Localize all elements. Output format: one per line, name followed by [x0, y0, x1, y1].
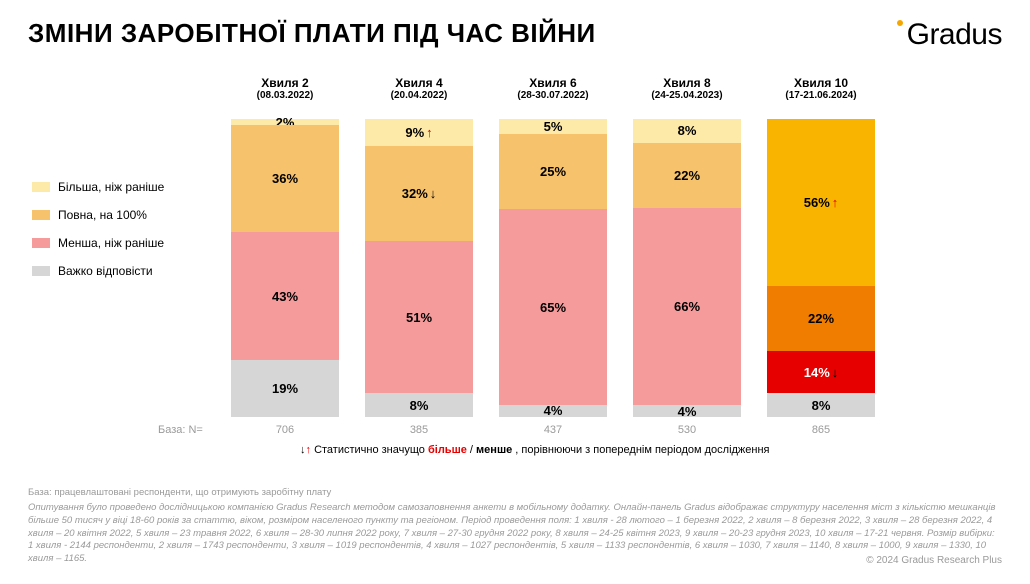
- bar-segment: 9%↑: [365, 119, 473, 146]
- legend-item: Більша, ніж раніше: [32, 180, 212, 194]
- bar-segment: 19%: [231, 360, 339, 417]
- chart-column: Хвиля 2(08.03.2022)2%36%43%19%: [230, 76, 340, 418]
- column-header: Хвиля 2(08.03.2022): [257, 76, 314, 112]
- segment-label: 4%: [678, 404, 697, 419]
- bar-segment: 43%: [231, 232, 339, 360]
- bar-segment: 8%: [365, 393, 473, 417]
- base-value: 437: [498, 424, 608, 436]
- legend-swatch: [32, 182, 50, 192]
- legend: Більша, ніж раніше Повна, на 100% Менша, н…: [32, 180, 212, 292]
- stacked-bar: 2%36%43%19%: [230, 118, 340, 418]
- copyright: © 2024 Gradus Research Plus: [866, 555, 1002, 566]
- legend-label: Більша, ніж раніше: [58, 180, 164, 194]
- column-title: Хвиля 6: [517, 76, 588, 90]
- segment-label: 14%: [804, 365, 830, 380]
- column-title: Хвиля 2: [257, 76, 314, 90]
- base-row: 706 385 437 530 865: [230, 424, 950, 436]
- legend-label: Повна, на 100%: [58, 208, 147, 222]
- arrow-down-icon: ↓: [832, 365, 839, 380]
- column-subtitle: (24-25.04.2023): [651, 90, 722, 101]
- arrow-down-icon: ↓: [430, 186, 437, 201]
- segment-label: 25%: [540, 164, 566, 179]
- column-title: Хвиля 10: [785, 76, 856, 90]
- bar-segment: 22%: [767, 286, 875, 352]
- segment-label: 4%: [544, 403, 563, 418]
- footer: База: працевлаштовані респонденти, що от…: [28, 487, 1002, 566]
- arrow-up-icon: ↑: [832, 195, 839, 210]
- column-header: Хвиля 10(17-21.06.2024): [785, 76, 856, 112]
- column-title: Хвиля 8: [651, 76, 722, 90]
- logo-dot-icon: [897, 20, 903, 26]
- legend-label: Менша, ніж раніше: [58, 236, 164, 250]
- bar-segment: 66%: [633, 208, 741, 405]
- stacked-bar: 5% 25% 65% 4%: [498, 118, 608, 418]
- footer-base-line: База: працевлаштовані респонденти, що от…: [28, 487, 1002, 500]
- column-subtitle: (08.03.2022): [257, 90, 314, 101]
- bar-segment: 56%↑: [767, 119, 875, 286]
- legend-item: Повна, на 100%: [32, 208, 212, 222]
- segment-label: 22%: [674, 168, 700, 183]
- page-title: ЗМІНИ ЗАРОБІТНОЇ ПЛАТИ ПІД ЧАС ВІЙНИ: [28, 18, 596, 49]
- chart-column: Хвиля 8(24-25.04.2023) 8% 22% 66% 4%: [632, 76, 742, 418]
- segment-label: 51%: [406, 310, 432, 325]
- segment-label: 43%: [272, 289, 298, 304]
- legend-label: Важко відповісти: [58, 264, 153, 278]
- segment-label: 32%: [402, 186, 428, 201]
- column-header: Хвиля 6(28-30.07.2022): [517, 76, 588, 112]
- chart-column: Хвиля 4(20.04.2022)9%↑32%↓51%8%: [364, 76, 474, 418]
- bar-segment: 8%: [767, 393, 875, 417]
- arrow-up-icon: ↑: [306, 444, 312, 456]
- header: ЗМІНИ ЗАРОБІТНОЇ ПЛАТИ ПІД ЧАС ВІЙНИ Gra…: [28, 18, 1002, 52]
- segment-label: 56%: [804, 195, 830, 210]
- bar-segment: 25%: [499, 134, 607, 209]
- legend-swatch: [32, 266, 50, 276]
- segment-label: 5%: [544, 119, 563, 134]
- segment-label: 65%: [540, 300, 566, 315]
- column-header: Хвиля 8(24-25.04.2023): [651, 76, 722, 112]
- bar-segment: 65%: [499, 209, 607, 405]
- segment-label: 8%: [812, 398, 831, 413]
- segment-label: 36%: [272, 171, 298, 186]
- chart: Хвиля 2(08.03.2022)2%36%43%19%Хвиля 4(20…: [230, 76, 950, 446]
- column-title: Хвиля 4: [391, 76, 448, 90]
- column-subtitle: (20.04.2022): [391, 90, 448, 101]
- bar-segment: 22%: [633, 143, 741, 209]
- segment-label: 8%: [410, 398, 429, 413]
- bar-segment: 32%↓: [365, 146, 473, 241]
- segment-label: 8%: [678, 123, 697, 138]
- chart-column: Хвиля 6(28-30.07.2022) 5% 25% 65% 4%: [498, 76, 608, 418]
- footer-body: Опитування було проведено дослідницькою …: [28, 502, 1002, 566]
- bar-segment: 14%↓: [767, 351, 875, 393]
- segment-label: 66%: [674, 299, 700, 314]
- logo-text: Gradus: [907, 18, 1002, 51]
- bar-segment: 4%: [633, 405, 741, 417]
- stacked-bar: 8% 22% 66% 4%: [632, 118, 742, 418]
- stacked-bar: 56%↑ 22% 14%↓ 8%: [766, 118, 876, 418]
- segment-label: 22%: [808, 311, 834, 326]
- legend-item: Менша, ніж раніше: [32, 236, 212, 250]
- bar-segment: 36%: [231, 125, 339, 232]
- base-label: База: N=: [158, 424, 203, 436]
- legend-item: Важко відповісти: [32, 264, 212, 278]
- bar-segment: 51%: [365, 241, 473, 393]
- stacked-bar: 9%↑32%↓51%8%: [364, 118, 474, 418]
- segment-label: 9%: [405, 125, 424, 140]
- base-value: 865: [766, 424, 876, 436]
- column-header: Хвиля 4(20.04.2022): [391, 76, 448, 112]
- legend-swatch: [32, 210, 50, 220]
- segment-label: 19%: [272, 381, 298, 396]
- bar-segment: 5%: [499, 119, 607, 134]
- column-subtitle: (28-30.07.2022): [517, 90, 588, 101]
- chart-column: Хвиля 10(17-21.06.2024) 56%↑ 22% 14%↓ 8%: [766, 76, 876, 418]
- base-value: 385: [364, 424, 474, 436]
- bar-segment: 8%: [633, 119, 741, 143]
- base-value: 530: [632, 424, 742, 436]
- arrow-up-icon: ↑: [426, 125, 433, 140]
- legend-swatch: [32, 238, 50, 248]
- significance-note: ↓↑ Статистично значущо більше / менше , …: [300, 444, 770, 456]
- base-value: 706: [230, 424, 340, 436]
- bar-segment: 4%: [499, 405, 607, 417]
- column-subtitle: (17-21.06.2024): [785, 90, 856, 101]
- logo: Gradus: [897, 18, 1002, 52]
